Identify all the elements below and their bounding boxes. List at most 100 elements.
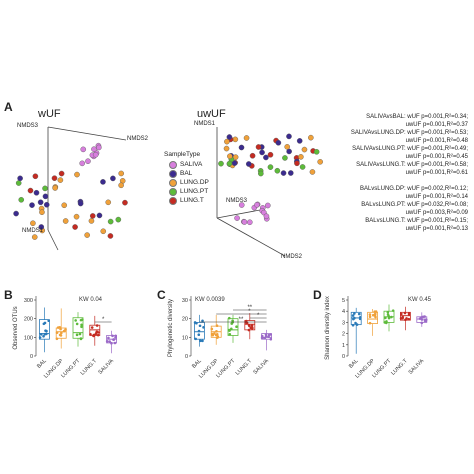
data-point (264, 333, 268, 336)
data-point (108, 340, 111, 343)
box (72, 317, 84, 339)
sample-point (72, 224, 78, 230)
data-point (351, 323, 355, 327)
x-tick-label: LUNG.T (80, 358, 99, 377)
data-point (199, 339, 202, 343)
y-axis-label: Observed OTUs (13, 306, 19, 349)
data-point (235, 325, 238, 329)
sample-point (308, 134, 314, 141)
permanova-stats: SALIVAvsBAL: wUF p=0.001,R²=0.34; uwUF p=… (351, 113, 468, 233)
uwuf-nmds2-label: NMDS2 (281, 254, 303, 260)
data-point (58, 333, 62, 337)
data-point (38, 336, 42, 339)
y-tick-label: 5 (342, 298, 345, 304)
sample-point (61, 202, 68, 209)
data-point (110, 341, 113, 345)
data-point (79, 318, 83, 322)
data-point (210, 327, 214, 331)
wuf-nmds1-label: NMDS1 (22, 228, 44, 234)
legend: SampleType SALIVA BAL LUNG.DP LUNG.PT LU… (164, 151, 209, 205)
legend-swatch (169, 169, 177, 178)
sample-point (282, 155, 288, 161)
data-point (193, 321, 197, 324)
data-point (387, 315, 391, 318)
stats-line: BALvsLUNG.T: wUF p=0.001,R²=0.15; (365, 218, 468, 224)
data-point (423, 319, 427, 323)
data-point (112, 338, 115, 341)
data-point (407, 312, 411, 315)
y-tick-label: 200 (24, 317, 33, 323)
data-point (351, 314, 355, 317)
stats-line: SALIVAvsLUNG.PT: wUF p=0.001,R²=0.49; (352, 146, 468, 152)
data-point (213, 332, 216, 335)
data-point (383, 321, 387, 324)
sample-point (51, 175, 58, 181)
sample-point (96, 144, 102, 151)
sample-point (122, 199, 128, 206)
box-plot-phylogenetic-diversity: 0 10 20 30 Phylogenetic diversity KW 0.0039 BA… (168, 296, 273, 380)
y-tick-label: 30 (182, 298, 188, 304)
data-point (269, 333, 272, 336)
y-tick-label: 0 (342, 354, 345, 360)
x-tick-label: BAL (36, 358, 48, 370)
data-point (113, 341, 117, 345)
y-tick-label: 1 (342, 343, 345, 349)
box (367, 311, 378, 324)
stats-line: SALIVAvsLUNG.T: wUF p=0.001,R²=0.58; (356, 162, 468, 168)
data-point (80, 325, 83, 329)
sample-point (118, 182, 124, 189)
wuf-nmds3-label: NMDS3 (17, 123, 39, 129)
sample-point (77, 200, 84, 207)
significance-label: * (102, 317, 105, 323)
sample-point (89, 213, 96, 219)
x-tick-label: LUNG.PT (60, 358, 82, 380)
sample-point (105, 199, 112, 206)
sample-point (100, 179, 106, 185)
data-point (75, 322, 79, 326)
box (39, 319, 50, 340)
stats-line: BALvsLUNG.PT: wUF p=0.032,R²=0.08; (361, 202, 468, 208)
data-point (79, 337, 83, 341)
y-tick-label: 2 (342, 332, 345, 338)
stats-line: SALIVAvsLUNG.DP: wUF p=0.001,R²=0.53; (350, 130, 468, 136)
data-point (263, 336, 267, 340)
box-plot-shannon-diversity: 0 1 2 3 4 5 Shannon diversity index KW 0.45 BAL L… (325, 296, 432, 380)
data-point (420, 316, 423, 319)
uwuf-axis-nmds2 (216, 217, 286, 257)
stats-line: uwUF p=0.001,R²=0.37 (405, 122, 468, 128)
legend-label: SALIVA (180, 161, 203, 168)
sample-point (30, 220, 36, 227)
data-point (114, 336, 117, 339)
legend-label: LUNG.DP (180, 179, 209, 186)
data-point (197, 333, 201, 337)
legend-item-lung-t: LUNG.T (169, 196, 209, 205)
panel-b-letter: B (4, 288, 13, 302)
data-point (368, 315, 372, 319)
sample-point (42, 185, 48, 192)
wuf-axis-nmds2 (47, 126, 127, 141)
x-tick-label: SALIVA (252, 358, 270, 376)
sample-point (267, 151, 274, 158)
panel-c-letter: C (157, 288, 166, 302)
sample-point (58, 170, 65, 177)
x-tick-label: SALIVA (408, 358, 426, 376)
data-point (407, 317, 411, 321)
data-point (401, 316, 404, 320)
sample-point (218, 160, 224, 167)
sample-point (118, 170, 125, 177)
sample-point (42, 193, 49, 200)
sample-point (287, 170, 294, 176)
data-point (201, 339, 204, 343)
sample-point (258, 170, 264, 177)
data-point (405, 317, 408, 320)
sample-point (224, 138, 230, 145)
kw-annotation: KW 0.0039 (195, 297, 225, 303)
sample-point (96, 212, 103, 219)
sample-point (232, 154, 239, 160)
stats-line: uwUF p=0.003,R²=0.09 (405, 210, 468, 216)
sample-point (284, 144, 290, 150)
data-point (80, 323, 83, 327)
wuf-nmds2-label: NMDS2 (127, 136, 149, 142)
sample-point (38, 224, 45, 230)
significance-label: * (257, 313, 260, 319)
